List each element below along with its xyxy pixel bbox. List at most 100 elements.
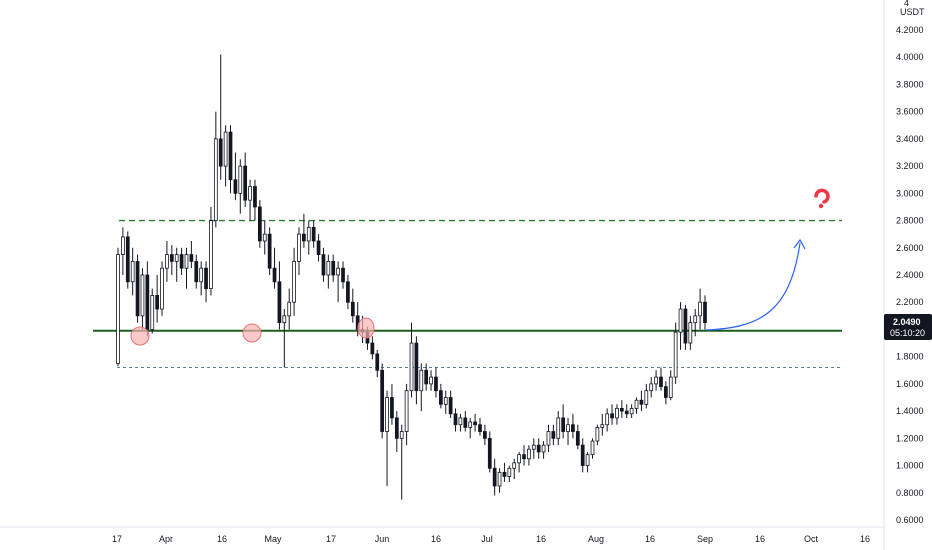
- candle-body[interactable]: [483, 431, 487, 439]
- candle-body[interactable]: [213, 138, 218, 221]
- candle-body[interactable]: [160, 267, 164, 310]
- candle-body[interactable]: [204, 267, 208, 290]
- candle-body[interactable]: [409, 342, 414, 392]
- candle-body[interactable]: [302, 233, 306, 242]
- candle-body[interactable]: [453, 413, 458, 426]
- candle-body[interactable]: [243, 165, 248, 201]
- candle-body[interactable]: [385, 397, 389, 432]
- candle-body[interactable]: [473, 421, 477, 426]
- candle-body[interactable]: [698, 301, 702, 317]
- candle-body[interactable]: [600, 424, 605, 428]
- candle-body[interactable]: [165, 254, 169, 269]
- candle-body[interactable]: [478, 424, 482, 432]
- candle-body[interactable]: [194, 260, 199, 283]
- candle-body[interactable]: [624, 410, 629, 415]
- candle-body[interactable]: [218, 138, 223, 167]
- candle-body[interactable]: [321, 254, 326, 276]
- candle-body[interactable]: [639, 399, 644, 405]
- candle-body[interactable]: [326, 260, 331, 276]
- candle-body[interactable]: [663, 386, 668, 398]
- candle-body[interactable]: [228, 131, 233, 181]
- candle-body[interactable]: [571, 424, 575, 432]
- candle-body[interactable]: [375, 353, 380, 371]
- candle-body[interactable]: [306, 226, 311, 242]
- candle-body[interactable]: [659, 376, 663, 388]
- candle-body[interactable]: [610, 413, 614, 419]
- candle-body[interactable]: [463, 417, 468, 428]
- candle-body[interactable]: [414, 342, 419, 392]
- candle-body[interactable]: [277, 281, 282, 324]
- candle-body[interactable]: [634, 399, 639, 409]
- candle-body[interactable]: [174, 254, 179, 262]
- candle-body[interactable]: [248, 186, 252, 201]
- candle-body[interactable]: [199, 267, 204, 283]
- candle-body[interactable]: [561, 417, 566, 432]
- candle-body[interactable]: [140, 274, 145, 317]
- candle-body[interactable]: [179, 254, 184, 269]
- candle-body[interactable]: [438, 390, 443, 405]
- candle-body[interactable]: [125, 236, 130, 283]
- candle-body[interactable]: [253, 186, 257, 208]
- candle-body[interactable]: [399, 431, 404, 439]
- candle-body[interactable]: [551, 431, 556, 439]
- candle-body[interactable]: [644, 390, 649, 405]
- candle-body[interactable]: [267, 233, 272, 269]
- candle-body[interactable]: [678, 308, 683, 333]
- candle-body[interactable]: [468, 421, 473, 428]
- candle-body[interactable]: [556, 417, 561, 439]
- candle-body[interactable]: [150, 295, 155, 330]
- candle-body[interactable]: [424, 369, 429, 385]
- candle-body[interactable]: [517, 454, 521, 464]
- candle-body[interactable]: [683, 308, 688, 344]
- candle-body[interactable]: [341, 267, 345, 283]
- candle-body[interactable]: [116, 254, 120, 364]
- candle-body[interactable]: [346, 281, 350, 303]
- candle-body[interactable]: [546, 431, 551, 446]
- candle-body[interactable]: [531, 444, 536, 450]
- candle-body[interactable]: [595, 427, 600, 442]
- candle-body[interactable]: [502, 471, 507, 477]
- candle-body[interactable]: [615, 407, 619, 419]
- candle-body[interactable]: [497, 471, 502, 487]
- candle-body[interactable]: [223, 131, 228, 167]
- candle-body[interactable]: [619, 407, 624, 412]
- candle-body[interactable]: [458, 417, 463, 426]
- candle-body[interactable]: [394, 417, 399, 439]
- candle-body[interactable]: [585, 454, 590, 466]
- candle-body[interactable]: [541, 444, 546, 453]
- candle-body[interactable]: [238, 165, 243, 194]
- candle-body[interactable]: [297, 233, 301, 262]
- candle-body[interactable]: [536, 444, 541, 453]
- candle-body[interactable]: [121, 236, 125, 255]
- candle-body[interactable]: [130, 260, 135, 283]
- candle-body[interactable]: [566, 424, 570, 432]
- candle-body[interactable]: [512, 462, 517, 469]
- candle-body[interactable]: [507, 467, 512, 477]
- candle-body[interactable]: [135, 260, 140, 317]
- candle-body[interactable]: [287, 301, 292, 317]
- candle-body[interactable]: [434, 376, 438, 392]
- candle-body[interactable]: [350, 301, 355, 317]
- candle-body[interactable]: [673, 331, 678, 378]
- candle-body[interactable]: [590, 440, 595, 456]
- candle-body[interactable]: [654, 376, 658, 385]
- candle-body[interactable]: [336, 267, 340, 276]
- candle-body[interactable]: [189, 254, 194, 262]
- candle-body[interactable]: [629, 407, 634, 415]
- candle-body[interactable]: [155, 295, 160, 310]
- candle-body[interactable]: [419, 369, 424, 392]
- candle-body[interactable]: [184, 254, 189, 269]
- candle-body[interactable]: [209, 220, 213, 290]
- candle-body[interactable]: [272, 267, 277, 283]
- candle-body[interactable]: [527, 448, 531, 460]
- candle-body[interactable]: [380, 369, 385, 432]
- projection-arrow-curve[interactable]: [705, 242, 801, 331]
- candle-body[interactable]: [605, 413, 610, 426]
- candle-body[interactable]: [257, 206, 262, 242]
- candle-body[interactable]: [575, 431, 580, 446]
- candle-body[interactable]: [370, 342, 375, 355]
- candle-body[interactable]: [262, 233, 267, 242]
- candle-body[interactable]: [169, 254, 174, 262]
- candle-body[interactable]: [487, 437, 492, 469]
